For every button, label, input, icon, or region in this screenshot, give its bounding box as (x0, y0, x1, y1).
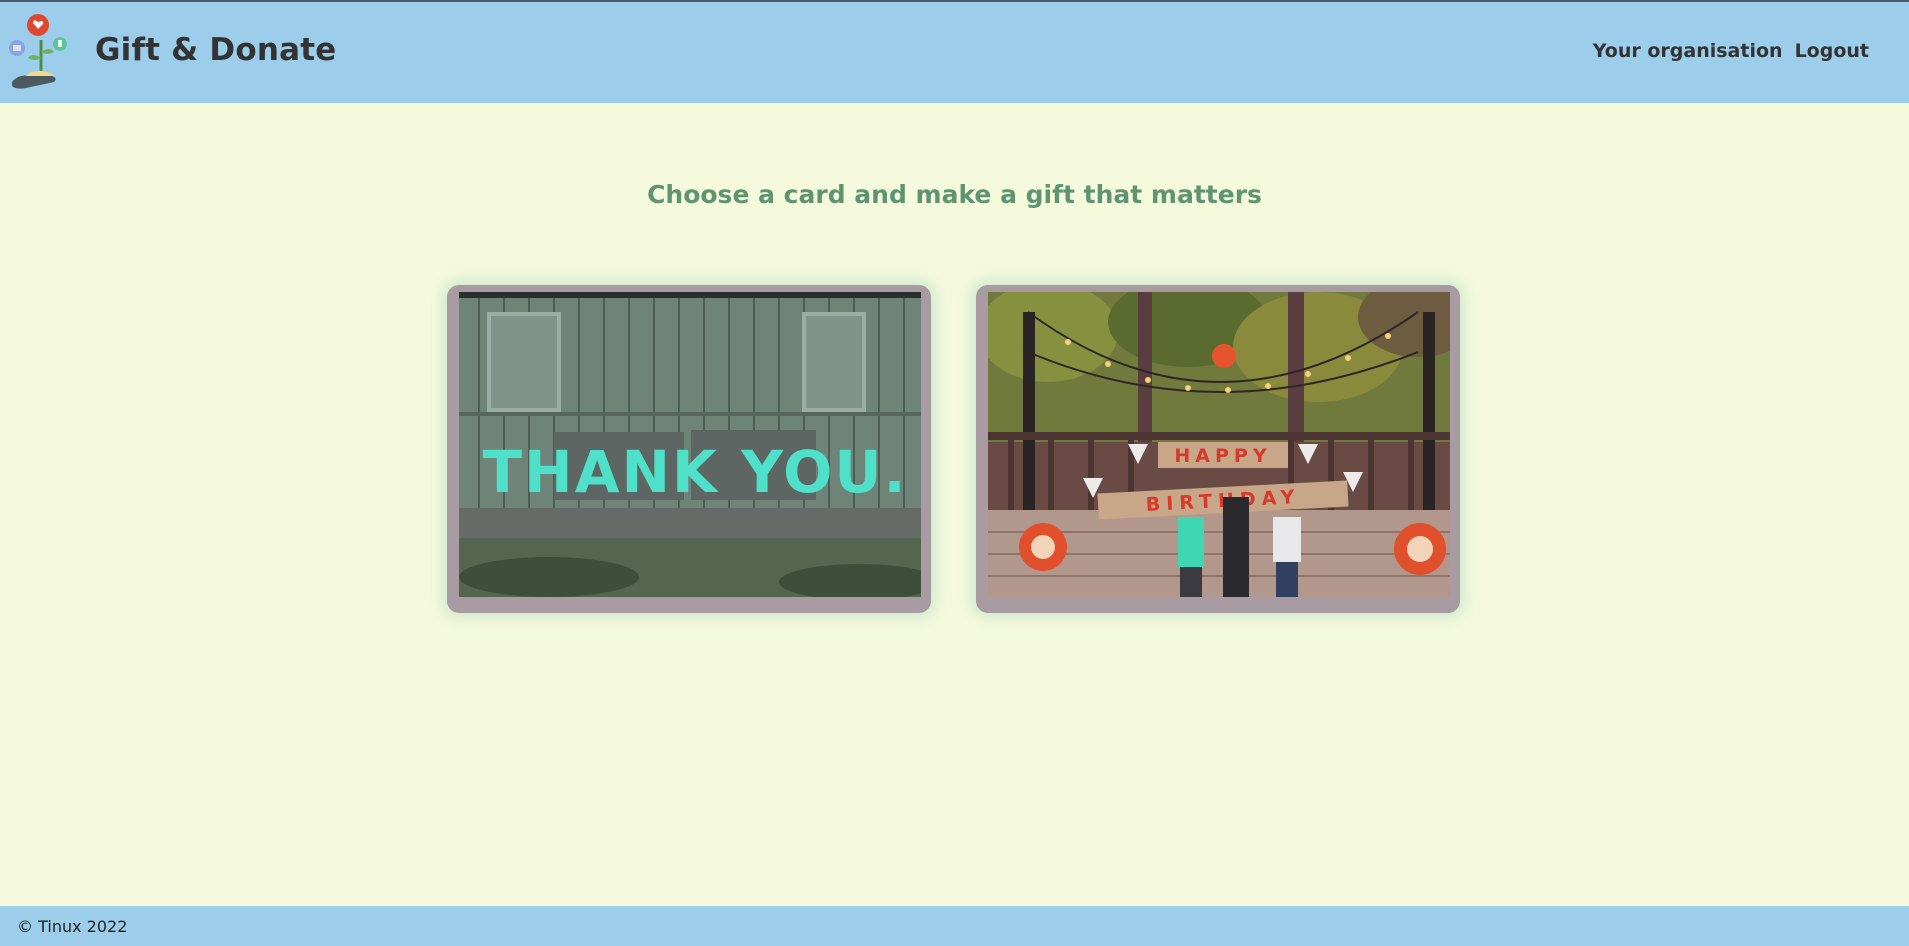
thank-you-text: THANK YOU. (482, 438, 907, 506)
happy-birthday-card-image: HAPPY BIRTHDAY (988, 292, 1450, 597)
page-heading: Choose a card and make a gift that matte… (647, 180, 1262, 209)
gift-donate-logo[interactable] (8, 12, 72, 92)
top-nav: Your organisation Logout (1593, 40, 1869, 62)
copyright-text: © Tinux 2022 (17, 916, 128, 936)
your-organisation-link[interactable]: Your organisation (1592, 40, 1783, 62)
happy-birthday-card[interactable]: HAPPY BIRTHDAY (976, 285, 1460, 613)
banner-happy-text: HAPPY (1174, 445, 1271, 467)
site-footer: © Tinux 2022 (0, 906, 1909, 946)
site-header: Gift & Donate Your organisation Logout (0, 0, 1909, 103)
thank-you-card-image: THANK YOU. (459, 292, 921, 597)
brand-title[interactable]: Gift & Donate (95, 32, 337, 68)
logout-link[interactable]: Logout (1794, 40, 1869, 62)
thank-you-card[interactable]: THANK YOU. (447, 285, 931, 613)
